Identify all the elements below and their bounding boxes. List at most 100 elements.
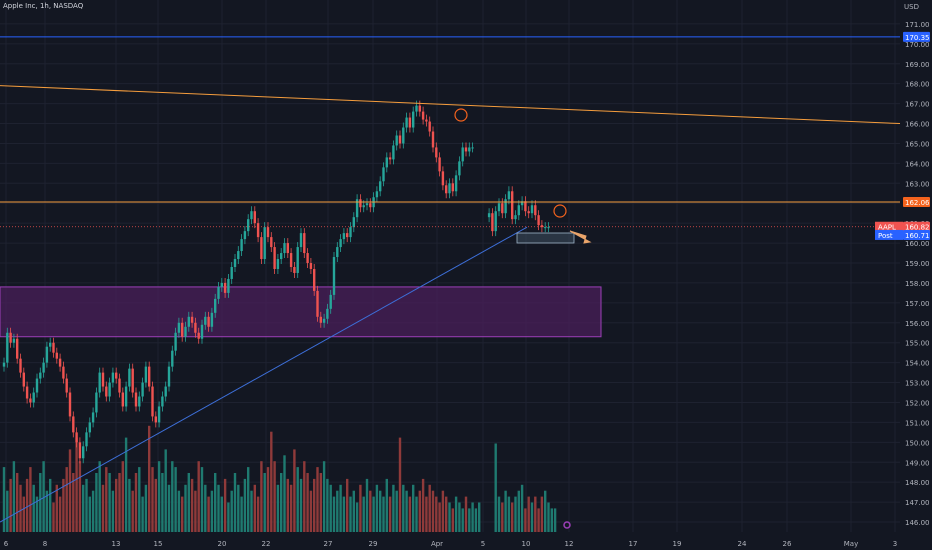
- candle-body: [68, 392, 72, 417]
- candle-body: [111, 372, 115, 383]
- candle-body: [547, 227, 550, 229]
- volume-bar: [425, 496, 428, 532]
- candle-body: [220, 282, 223, 287]
- volume-bar: [415, 496, 418, 532]
- price-tick-label: 153.00: [905, 380, 930, 388]
- volume-bar: [507, 496, 511, 532]
- volume-bar: [85, 478, 88, 532]
- candle-body: [322, 318, 326, 323]
- volume-bar: [355, 502, 359, 532]
- candle-body: [273, 247, 276, 269]
- candle-body: [157, 406, 161, 423]
- volume-bar: [115, 478, 118, 532]
- volume-bar: [78, 461, 82, 532]
- candle-body: [514, 215, 517, 220]
- arrow-icon: [569, 230, 592, 244]
- volume-bar: [316, 467, 319, 532]
- volume-bar: [184, 484, 187, 532]
- volume-bar: [16, 473, 19, 532]
- time-axis[interactable]: 6 8 13 15 20 22 27 29 Apr 5 10 12 17 19 24 26 May 3: [0, 532, 932, 550]
- volume-bar: [190, 478, 194, 532]
- candle-body: [2, 362, 6, 367]
- volume-bar: [359, 484, 362, 532]
- volume-bar: [319, 473, 322, 532]
- time-tick-label: 12: [565, 540, 574, 548]
- volume-bar: [547, 502, 550, 532]
- price-tick-label: 160.00: [905, 240, 930, 248]
- candle-body: [266, 227, 270, 238]
- volume-bar: [256, 496, 260, 532]
- price-axis[interactable]: 146.00 147.00 148.00 149.00 150.00 151.00 152.…: [875, 0, 932, 550]
- candle-body: [177, 322, 181, 333]
- candle-body: [461, 147, 464, 162]
- volume-bar: [75, 437, 78, 532]
- candle-body: [408, 117, 412, 128]
- candle-body: [184, 326, 187, 337]
- candle-body: [471, 147, 474, 149]
- price-tick-label: 146.00: [905, 519, 930, 527]
- volume-bar: [237, 484, 240, 532]
- volume-bar: [247, 467, 250, 532]
- price-tick-label: 169.00: [905, 61, 930, 69]
- post-tag: [875, 229, 903, 240]
- price-tick-label: 154.00: [905, 360, 930, 368]
- volume-bar: [121, 461, 124, 532]
- volume-bar: [250, 490, 253, 532]
- candle-body: [22, 372, 25, 387]
- volume-bar: [441, 490, 445, 532]
- volume-bar: [240, 496, 243, 532]
- candle-body: [365, 203, 369, 206]
- candle-body: [174, 332, 177, 351]
- candle-body: [497, 203, 501, 212]
- volume-bar: [171, 461, 174, 532]
- price-tick-label: 159.00: [905, 260, 930, 268]
- time-tick-label: 3: [893, 540, 897, 548]
- candle-body: [204, 316, 207, 325]
- candle-body: [91, 412, 95, 423]
- candle-body: [306, 253, 309, 264]
- candle-body: [230, 266, 233, 279]
- volume-bar: [164, 449, 167, 532]
- volume-bar: [141, 496, 144, 532]
- volume-bar: [520, 484, 524, 532]
- candle-body: [181, 322, 184, 337]
- candle-body: [247, 219, 250, 232]
- event-marker-icon: [563, 521, 571, 529]
- volume-bar: [6, 490, 9, 532]
- candle-body: [72, 416, 75, 433]
- volume-bar: [22, 496, 25, 532]
- candle-body: [134, 392, 138, 407]
- candle-body: [402, 127, 405, 144]
- candle-body: [379, 181, 382, 192]
- candle-body: [167, 366, 171, 387]
- volume-bar: [527, 496, 530, 532]
- volume-bar: [336, 490, 339, 532]
- candle-body: [151, 386, 154, 417]
- candle-body: [128, 368, 131, 387]
- candle-body: [29, 398, 32, 403]
- volume-bar: [210, 490, 214, 532]
- time-tick-label: 6: [4, 540, 9, 548]
- candle-body: [171, 350, 174, 367]
- volume-bar: [118, 473, 121, 532]
- price-tick-label: 147.00: [905, 499, 930, 507]
- candle-body: [504, 199, 507, 214]
- price-tick-label: 166.00: [905, 121, 930, 129]
- volume-bar: [157, 461, 161, 532]
- volume-bar: [451, 508, 454, 532]
- volume-bar: [217, 484, 220, 532]
- volume-bar: [98, 461, 101, 532]
- volume-bar: [514, 496, 517, 532]
- candle-body: [468, 147, 471, 152]
- volume-bar: [214, 473, 217, 532]
- volume-bar: [283, 455, 286, 532]
- volume-bar: [332, 496, 336, 532]
- volume-bar: [12, 461, 16, 532]
- volume-bar: [108, 473, 111, 532]
- post-tag-text: Post: [878, 232, 893, 240]
- volume-bar: [223, 478, 227, 532]
- volume-bar: [372, 496, 375, 532]
- candle-body: [250, 211, 253, 220]
- candle-body: [144, 366, 148, 383]
